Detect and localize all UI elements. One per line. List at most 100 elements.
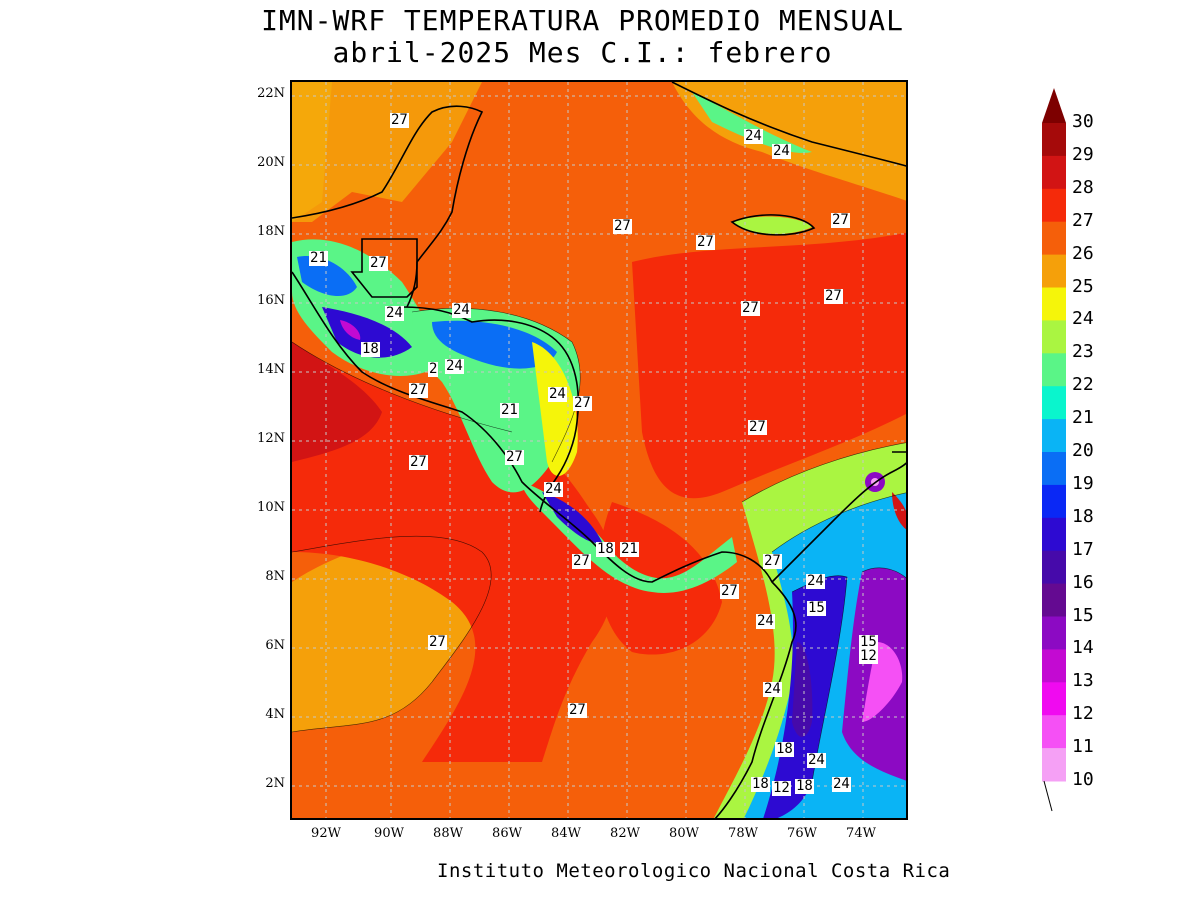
graticule: [292, 82, 906, 818]
colorbar-swatch: [1042, 517, 1066, 552]
lat-tick-18n: 18N: [257, 224, 285, 239]
colorbar-level-label: 20: [1072, 440, 1094, 461]
colorbar-level-label: 12: [1072, 703, 1094, 725]
colorbar-swatch: [1042, 353, 1066, 387]
colorbar-swatch: [1042, 550, 1066, 585]
lat-tick-6n: 6N: [265, 638, 285, 653]
lon-tick-74w: 74W: [846, 826, 876, 841]
contour-label: 27: [696, 234, 715, 250]
colorbar-level-label: 14: [1072, 637, 1094, 659]
colorbar-level-label: 29: [1072, 143, 1094, 165]
contour-label: 15: [807, 600, 826, 616]
field-nicaragua-yellow: [532, 342, 578, 476]
colorbar-level-label: 16: [1072, 571, 1094, 593]
colorbar-swatch: [1042, 452, 1066, 486]
contour-label: 24: [807, 752, 826, 768]
contour-label: 24: [744, 128, 763, 144]
contour-label: 27: [748, 419, 767, 435]
contour-label: 24: [452, 302, 471, 318]
colorbar-extend-bottom: [1043, 780, 1053, 812]
lat-tick-10n: 10N: [257, 500, 285, 515]
contour-label: 24: [806, 573, 825, 589]
colorbar-extend-top: [1042, 88, 1066, 123]
institution-credit: Instituto Meteorologico Nacional Costa R…: [437, 860, 951, 882]
field-honduras-blue: [432, 320, 557, 369]
lat-tick-16n: 16N: [257, 293, 285, 308]
colorbar-swatch: [1042, 484, 1066, 519]
field-25-yucatan: [292, 82, 482, 222]
lat-tick-4n: 4N: [265, 707, 285, 722]
field-costarica-deep: [542, 492, 602, 543]
field-jamaica: [732, 216, 812, 234]
contour-label: 2: [428, 361, 439, 377]
contour-label: 12: [859, 648, 878, 664]
contour-label: 27: [568, 702, 587, 718]
lon-tick-92w: 92W: [311, 826, 341, 841]
contour-label: 24: [548, 386, 567, 402]
lat-tick-14n: 14N: [257, 362, 285, 377]
colorbar-swatch: [1042, 254, 1066, 288]
contour-label: 21: [309, 250, 328, 266]
contour-label: 27: [573, 395, 592, 411]
colorbar-swatch: [1042, 155, 1066, 190]
contour-label: 24: [763, 681, 782, 697]
contour-label: 27: [409, 382, 428, 398]
lat-tick-22n: 22N: [257, 86, 285, 101]
colorbar-swatch: [1042, 748, 1066, 782]
field-guatemala-peak: [340, 320, 361, 340]
lon-tick-76w: 76W: [787, 826, 817, 841]
contour-label: 27: [831, 212, 850, 228]
lon-tick-84w: 84W: [551, 826, 581, 841]
map-title: IMN-WRF TEMPERATURA PROMEDIO MENSUAL: [261, 4, 904, 37]
field-cuba: [672, 82, 906, 201]
contour-label: 18: [795, 778, 814, 794]
field-andes-west-peak: [792, 642, 813, 737]
colorbar-swatch: [1042, 419, 1066, 453]
colorbar-level-label: 25: [1072, 275, 1094, 297]
contour-label: 27: [409, 454, 428, 470]
contour-label: 27: [369, 255, 388, 271]
lon-tick-78w: 78W: [728, 826, 758, 841]
contour-label: 18: [596, 541, 615, 557]
colorbar-swatch: [1042, 682, 1066, 716]
colorbar: [1030, 85, 1110, 815]
contour-label: 27: [763, 553, 782, 569]
colorbar-swatch: [1042, 715, 1066, 749]
contour-label: 24: [756, 613, 775, 629]
contour-label: 27: [505, 449, 524, 465]
contour-label: 24: [832, 776, 851, 792]
temperature-map: [290, 80, 908, 820]
colorbar-level-label: 24: [1072, 308, 1094, 330]
field-guatemala-deep: [322, 307, 412, 358]
field-cuba-cool: [692, 92, 812, 153]
colorbar-swatch: [1042, 649, 1066, 683]
map-subtitle: abril-2025 Mes C.I.: febrero: [332, 36, 833, 69]
contour-label: 18: [751, 776, 770, 792]
field-mexico-blue: [297, 256, 357, 297]
lon-tick-82w: 82W: [610, 826, 640, 841]
temperature-field: [292, 82, 906, 818]
colorbar-level-label: 11: [1072, 736, 1094, 758]
colorbar-swatches: [1042, 88, 1066, 812]
colorbar-swatch: [1042, 320, 1066, 354]
contour-label: 27: [390, 112, 409, 128]
contour-label: 24: [385, 305, 404, 321]
colorbar-swatch: [1042, 221, 1066, 256]
contour-label: 21: [620, 541, 639, 557]
contour-label: 27: [572, 553, 591, 569]
colorbar-level-label: 18: [1072, 505, 1094, 527]
contour-label: 15: [859, 634, 878, 650]
contour-label: 27: [741, 300, 760, 316]
contour-label: 27: [720, 583, 739, 599]
colorbar-level-label: 28: [1072, 176, 1094, 198]
contour-label: 21: [500, 402, 519, 418]
lon-tick-90w: 90W: [374, 826, 404, 841]
colorbar-level-label: 21: [1072, 407, 1094, 429]
colorbar-swatch: [1042, 583, 1066, 617]
contour-label: 18: [775, 741, 794, 757]
lat-tick-2n: 2N: [265, 776, 285, 791]
field-maracaibo: [892, 492, 906, 530]
lon-tick-80w: 80W: [669, 826, 699, 841]
colorbar-level-label: 23: [1072, 341, 1094, 363]
contour-label: 12: [772, 780, 791, 796]
